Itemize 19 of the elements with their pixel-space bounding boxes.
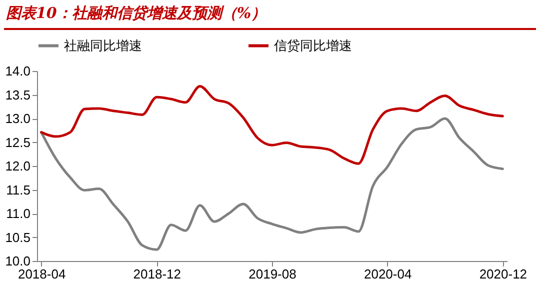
x-tick-label: 2019-08 [248, 266, 296, 282]
y-tick-label: 11.0 [6, 206, 30, 221]
y-tick-label: 13.5 [5, 87, 30, 102]
y-tick-label: 13.0 [5, 111, 30, 126]
x-tick-label: 2020-04 [364, 266, 412, 282]
chart-title: 图表10：社融和信贷增速及预测（%） [6, 4, 266, 23]
y-tick-label: 12.0 [5, 158, 30, 174]
y-tick-label: 11.5 [6, 182, 30, 198]
x-tick-label: 2020-12 [479, 266, 528, 282]
y-tick-label: 12.5 [5, 134, 30, 150]
legend-label: 社融同比增速 [64, 38, 142, 54]
y-tick-label: 10.5 [5, 230, 30, 245]
line-series [40, 84, 504, 165]
line-series [40, 117, 504, 251]
y-tick-label: 10.0 [5, 254, 30, 268]
x-tick-label: 2018-04 [18, 266, 66, 282]
x-tick-label: 2018-12 [133, 266, 182, 282]
legend-label: 信贷同比增速 [274, 38, 352, 54]
y-tick-label: 14.0 [5, 64, 30, 78]
